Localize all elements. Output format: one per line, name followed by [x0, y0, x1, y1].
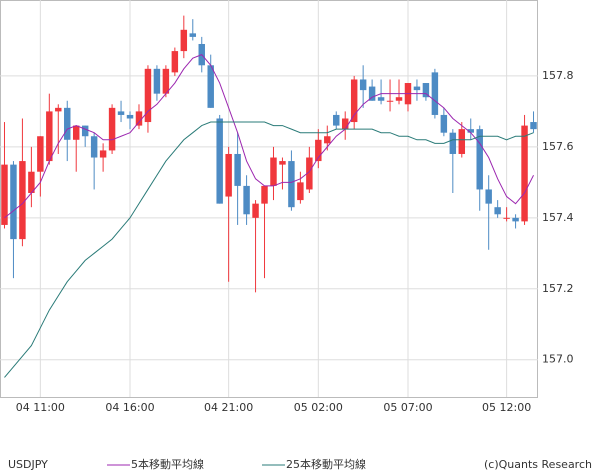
candle-body [467, 129, 474, 133]
candle-body [90, 136, 98, 158]
y-tick-label: 157.8 [542, 69, 574, 82]
candle-body [72, 125, 80, 140]
candle-body [512, 217, 519, 222]
candle-body [171, 51, 179, 73]
candle-body [297, 182, 304, 201]
ma-line [4, 54, 534, 219]
candle-body [234, 153, 241, 186]
candle-body [225, 153, 232, 197]
x-tick-label: 04 11:00 [16, 401, 65, 414]
candle-body [368, 86, 376, 101]
legend-label: 25本移動平均線 [286, 457, 366, 471]
candle-body [333, 114, 340, 126]
y-tick-label: 157.6 [542, 140, 574, 153]
symbol: USDJPY [8, 458, 48, 471]
candle-body [377, 97, 385, 101]
candle-body [440, 114, 448, 133]
candle-body [341, 118, 349, 130]
legend-label: 5本移動平均線 [131, 457, 204, 471]
candle-body [458, 129, 466, 154]
candle-body [207, 65, 214, 108]
candle-body [55, 107, 62, 112]
x-tick-label: 05 07:00 [383, 401, 432, 414]
x-tick-label: 04 16:00 [105, 401, 154, 414]
candle-body [413, 86, 421, 91]
candle-body [126, 114, 134, 119]
candle-body [350, 79, 358, 123]
candle-body [153, 68, 161, 94]
candle-body [359, 79, 367, 91]
candle-body [395, 97, 403, 101]
candle-body [485, 189, 492, 204]
candle-body [449, 132, 457, 154]
candle-body [252, 203, 259, 218]
candle-body [270, 157, 277, 186]
candle-body [180, 29, 188, 52]
candle-body [243, 185, 250, 215]
ma-line [4, 121, 534, 378]
y-tick-label: 157.4 [542, 211, 574, 224]
candle-body [216, 118, 223, 204]
candle-body [422, 83, 430, 98]
candle-body [261, 185, 268, 204]
candle-body [19, 161, 26, 240]
candle-body [530, 122, 537, 130]
candle-body [64, 107, 71, 140]
candle-body [144, 68, 152, 123]
candle-body [494, 207, 501, 215]
x-tick-label: 04 21:00 [204, 401, 253, 414]
candle-body [315, 139, 322, 162]
candle-body [162, 68, 170, 94]
candle-body [28, 171, 35, 194]
candle-body [521, 125, 528, 222]
y-tick-label: 157.2 [542, 282, 574, 295]
candle-body [10, 164, 17, 240]
candle-body [135, 111, 143, 126]
candle-body [324, 136, 331, 144]
candle-body [46, 111, 53, 162]
candle-body [431, 72, 439, 115]
candle-body [37, 136, 44, 172]
candle-body [117, 111, 125, 115]
x-tick-label: 05 12:00 [482, 401, 531, 414]
copyright: (c)Quants Research [484, 458, 592, 471]
candle-body [81, 125, 89, 137]
candle-body [476, 129, 483, 190]
candle-body [189, 33, 197, 37]
candle-body [1, 164, 8, 225]
plot-area [0, 0, 538, 398]
candle-body [386, 100, 394, 102]
y-tick-label: 157.0 [542, 353, 574, 366]
x-tick-label: 05 02:00 [294, 401, 343, 414]
candle-body [306, 157, 313, 190]
candle-body [503, 217, 510, 219]
candle-body [288, 161, 295, 208]
candle-body [279, 161, 286, 165]
candle-body [99, 150, 107, 158]
candle-body [108, 107, 116, 151]
